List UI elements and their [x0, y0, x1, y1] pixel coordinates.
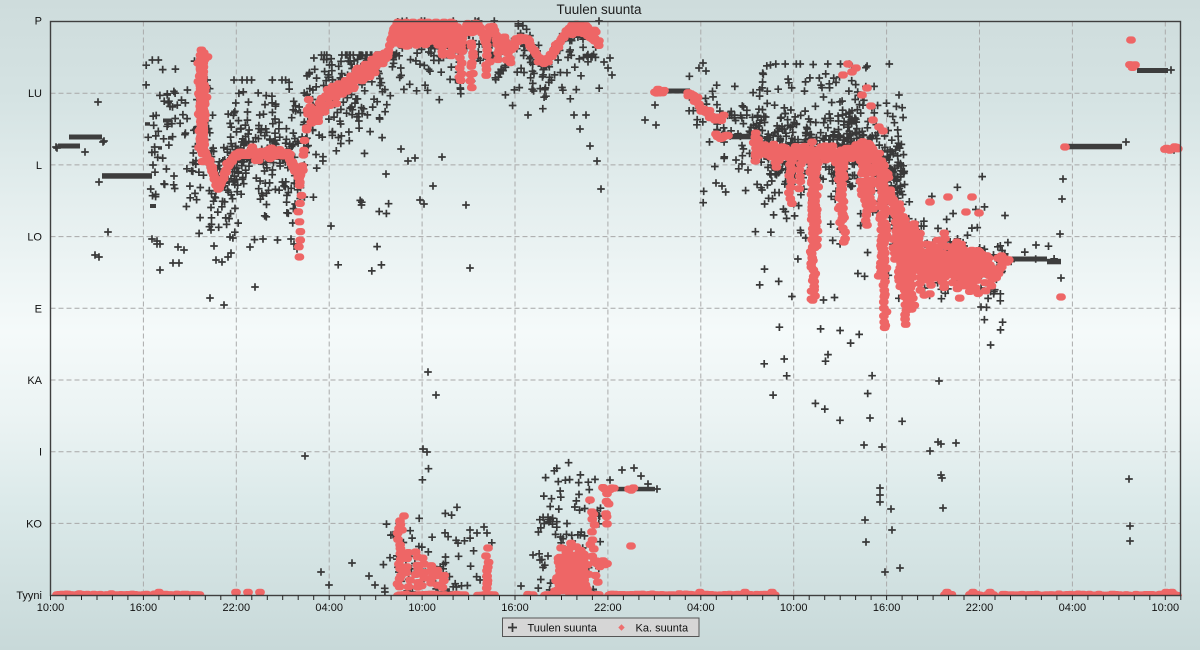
- svg-text:22:00: 22:00: [594, 602, 622, 614]
- svg-text:I: I: [39, 447, 42, 459]
- svg-text:10:00: 10:00: [37, 602, 65, 614]
- svg-text:10:00: 10:00: [408, 602, 436, 614]
- svg-text:LO: LO: [27, 232, 42, 244]
- svg-text:22:00: 22:00: [223, 602, 251, 614]
- svg-text:16:00: 16:00: [130, 602, 158, 614]
- svg-text:E: E: [35, 303, 42, 315]
- svg-text:LU: LU: [28, 88, 42, 100]
- svg-text:Tyyni: Tyyni: [16, 590, 42, 602]
- svg-text:22:00: 22:00: [966, 602, 994, 614]
- svg-text:10:00: 10:00: [1152, 602, 1180, 614]
- svg-text:L: L: [36, 160, 42, 172]
- svg-text:Tuulen suunta: Tuulen suunta: [528, 623, 598, 635]
- svg-text:16:00: 16:00: [873, 602, 901, 614]
- svg-text:KA: KA: [27, 375, 42, 387]
- svg-text:10:00: 10:00: [780, 602, 808, 614]
- svg-text:04:00: 04:00: [687, 602, 715, 614]
- svg-text:KO: KO: [26, 518, 42, 530]
- svg-text:04:00: 04:00: [315, 602, 343, 614]
- svg-text:04:00: 04:00: [1059, 602, 1087, 614]
- svg-text:Ka. suunta: Ka. suunta: [636, 623, 689, 635]
- svg-text:P: P: [35, 16, 42, 28]
- svg-text:Tuulen suunta: Tuulen suunta: [556, 2, 642, 17]
- svg-text:16:00: 16:00: [501, 602, 529, 614]
